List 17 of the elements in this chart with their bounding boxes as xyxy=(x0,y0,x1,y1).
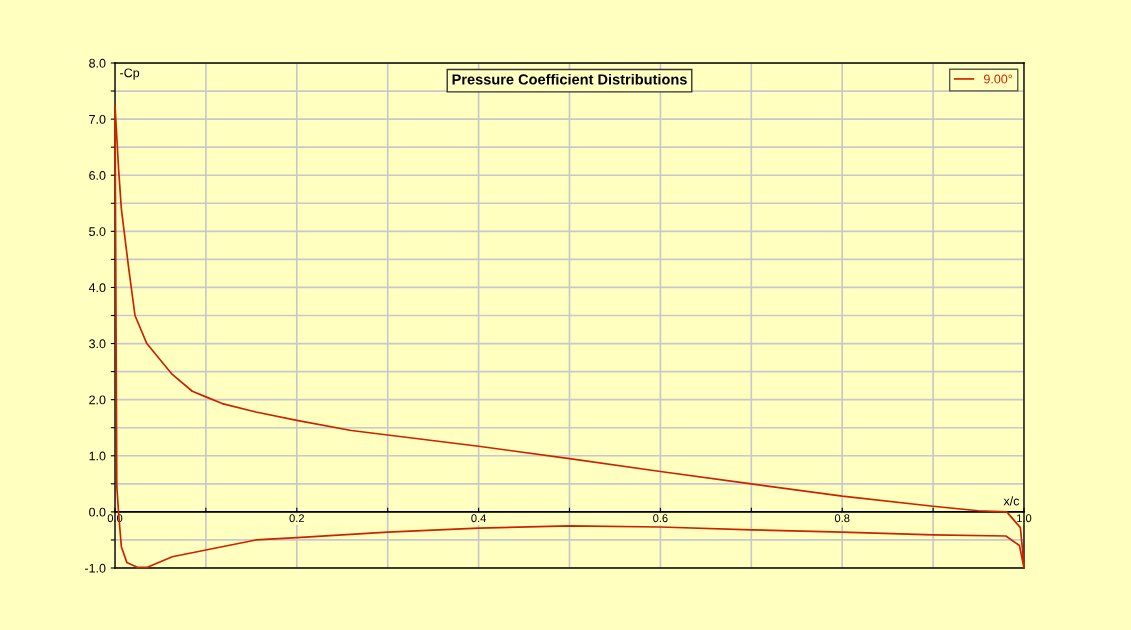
y-tick-label: 8.0 xyxy=(89,58,106,68)
x-axis-title: x/c xyxy=(1003,496,1020,506)
y-tick-label: 5.0 xyxy=(89,227,106,236)
x-tick-label: 0.6 xyxy=(653,514,668,523)
x-tick-label: 0.8 xyxy=(834,514,850,523)
x-tick-label: 0.4 xyxy=(471,514,486,523)
y-axis-title: -Cp xyxy=(120,68,140,80)
text: Pressure Coefficient Distributions xyxy=(452,73,687,85)
y-tick-label: -1.0 xyxy=(84,563,106,573)
x-tick-label: 0.2 xyxy=(289,514,304,523)
legend-label: 9.00° xyxy=(984,74,1012,84)
y-tick-label: 3.0 xyxy=(89,339,106,349)
y-tick-label: 1.0 xyxy=(89,451,106,461)
y-tick-label: 6.0 xyxy=(89,171,106,180)
y-tick-label: 2.0 xyxy=(89,395,106,405)
y-tick-label: 4.0 xyxy=(88,283,106,293)
y-tick-label: 7.0 xyxy=(89,114,106,124)
